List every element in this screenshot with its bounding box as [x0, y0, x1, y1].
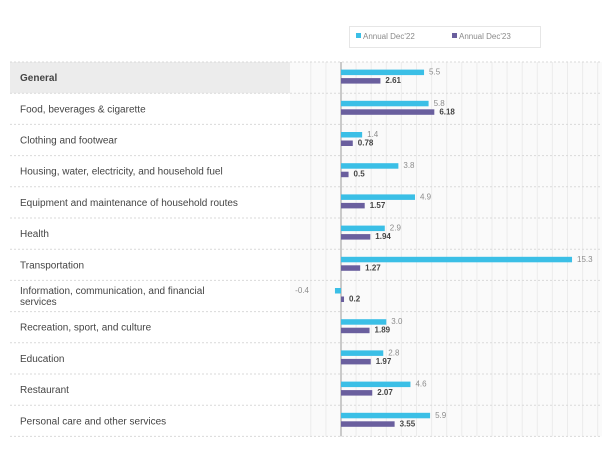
bar-series-1	[341, 350, 384, 356]
legend-swatch	[452, 33, 457, 38]
category-label: Information, communication, and financia…	[20, 286, 205, 308]
data-label-series-2: 0.78	[358, 139, 374, 148]
data-label-series-2: 1.27	[365, 263, 381, 272]
data-label-series-1: -0.4	[295, 286, 309, 295]
bar-series-1	[341, 256, 573, 263]
category-label: Clothing and footwear	[20, 136, 118, 147]
category-label: Personal care and other services	[20, 416, 166, 427]
bar-series-2	[341, 296, 345, 302]
bar-series-2	[341, 202, 365, 209]
bar-series-1	[341, 412, 431, 419]
data-label-series-1: 5.8	[434, 99, 446, 108]
data-label-series-2: 0.2	[349, 295, 361, 304]
bar-series-2	[341, 109, 435, 115]
bar-series-1	[334, 288, 341, 294]
bar-series-1	[341, 163, 399, 169]
data-label-series-1: 3.8	[403, 161, 415, 170]
bar-series-2	[341, 421, 395, 427]
data-label-series-1: 1.4	[367, 130, 379, 139]
data-label-series-1: 5.9	[435, 411, 447, 420]
bar-series-1	[341, 100, 429, 107]
data-label-series-2: 1.89	[375, 326, 391, 335]
category-label: General	[20, 73, 57, 84]
legend-item: Annual Dec'23	[452, 32, 511, 41]
data-label-series-2: 1.97	[376, 357, 392, 366]
bar-series-2	[341, 358, 371, 365]
legend-item: Annual Dec'22	[356, 32, 415, 41]
bar-series-1	[341, 194, 415, 200]
data-label-series-1: 2.8	[388, 348, 400, 357]
data-label-series-2: 1.94	[375, 232, 391, 241]
category-label: Transportation	[20, 260, 84, 271]
legend-swatch	[356, 33, 361, 38]
chart-legend: Annual Dec'22 Annual Dec'23	[349, 26, 541, 48]
category-label: Health	[20, 229, 49, 240]
data-label-series-2: 3.55	[400, 419, 416, 428]
bar-series-1	[341, 319, 387, 325]
data-label-series-1: 4.9	[420, 192, 432, 201]
data-label-series-1: 2.9	[390, 224, 402, 233]
bar-series-1	[341, 381, 411, 388]
bar-series-1	[341, 225, 385, 232]
data-label-series-1: 3.0	[391, 317, 403, 326]
data-label-series-2: 1.57	[370, 201, 386, 210]
bar-series-2	[341, 234, 371, 240]
category-label: Equipment and maintenance of household r…	[20, 198, 238, 209]
category-label: Education	[20, 354, 64, 365]
highlight-row-background	[10, 62, 290, 94]
bar-series-2	[341, 171, 349, 178]
data-label-series-1: 5.5	[429, 68, 441, 77]
data-label-series-2: 2.07	[377, 388, 393, 397]
category-label: Housing, water, electricity, and househo…	[20, 167, 223, 178]
bar-series-2	[341, 327, 370, 334]
bar-series-1	[341, 132, 363, 138]
bar-series-2	[341, 140, 353, 146]
bar-series-1	[341, 69, 425, 76]
data-label-series-1: 15.3	[577, 255, 593, 264]
legend-label: Annual Dec'22	[363, 32, 415, 41]
data-label-series-2: 6.18	[439, 107, 455, 116]
bar-series-2	[341, 265, 361, 271]
category-label: Recreation, sport, and culture	[20, 323, 152, 334]
legend-label: Annual Dec'23	[459, 32, 511, 41]
category-label: Restaurant	[20, 385, 69, 396]
bar-series-2	[341, 390, 373, 396]
data-label-series-1: 4.6	[415, 380, 427, 389]
data-label-series-2: 2.61	[385, 76, 401, 85]
category-label: Food, beverages & cigarette	[20, 104, 146, 115]
data-label-series-2: 0.5	[354, 170, 366, 179]
bar-series-2	[341, 78, 381, 84]
